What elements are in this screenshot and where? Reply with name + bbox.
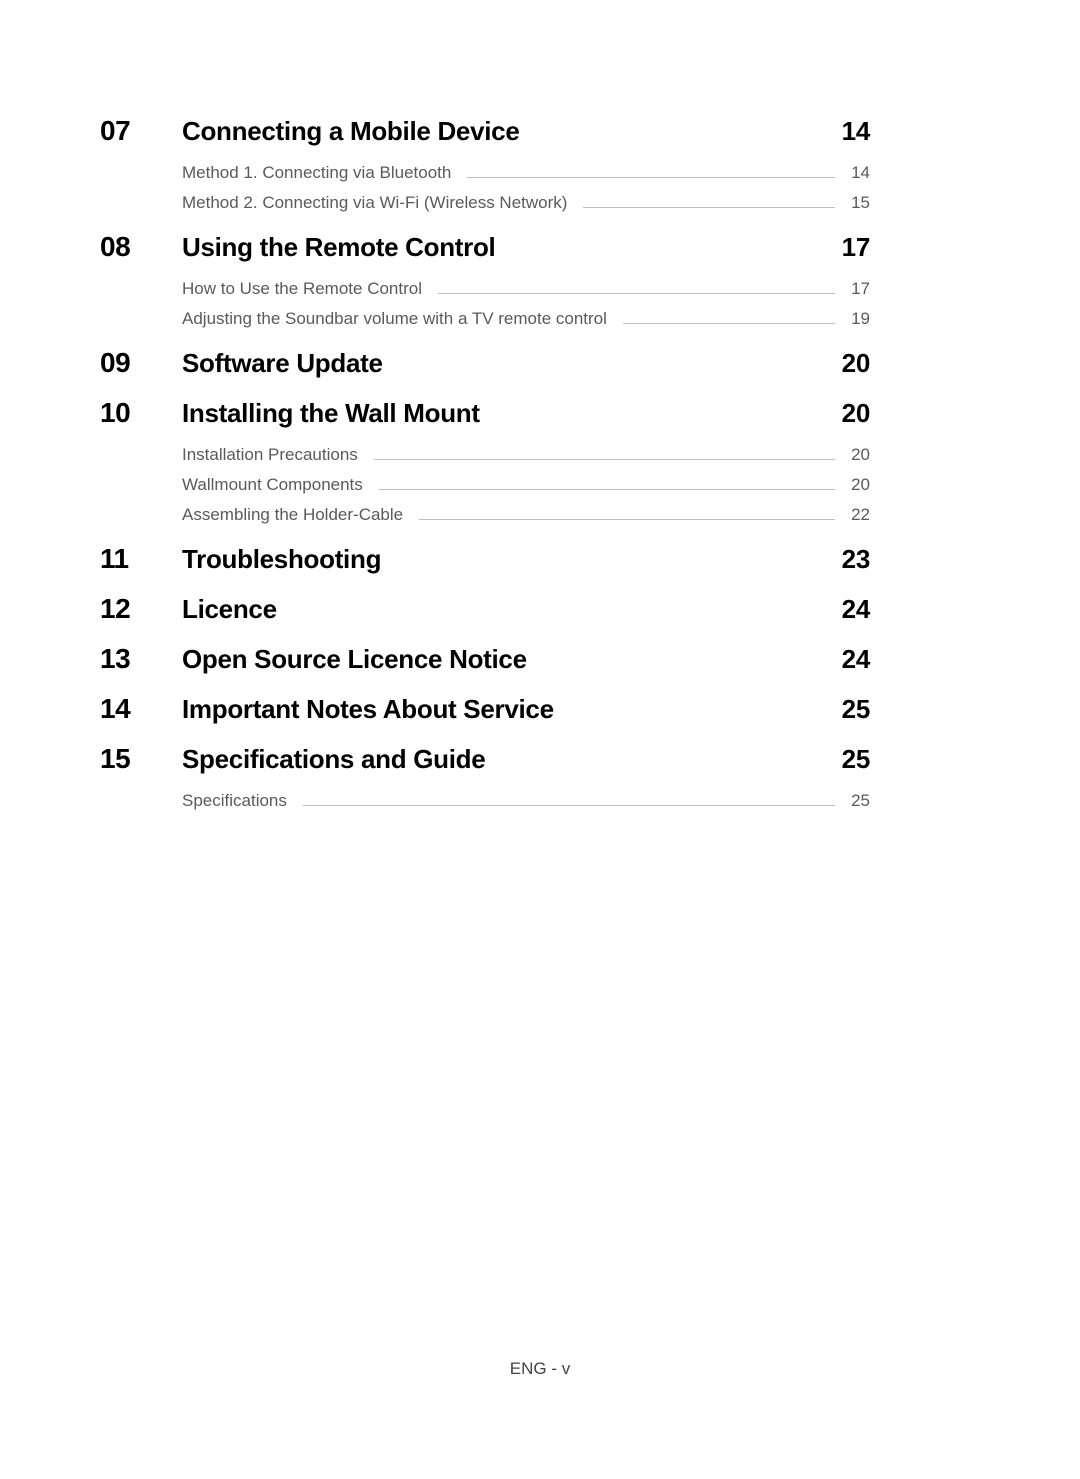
toc-sub-item[interactable]: Installation Precautions 20 [182, 445, 870, 465]
toc-section: 14Important Notes About Service25 [100, 693, 870, 725]
toc-sub-item[interactable]: Method 2. Connecting via Wi-Fi (Wireless… [182, 193, 870, 213]
toc-section-header[interactable]: 11Troubleshooting23 [100, 543, 870, 575]
leader-line [623, 323, 835, 324]
toc-section-header[interactable]: 12Licence24 [100, 593, 870, 625]
section-number: 15 [100, 743, 182, 775]
toc-section: 12Licence24 [100, 593, 870, 625]
section-number: 13 [100, 643, 182, 675]
sub-title: How to Use the Remote Control [182, 279, 430, 299]
toc-section-header[interactable]: 13Open Source Licence Notice24 [100, 643, 870, 675]
toc-section-header[interactable]: 08Using the Remote Control17 [100, 231, 870, 263]
section-number: 14 [100, 693, 182, 725]
section-number: 09 [100, 347, 182, 379]
sub-page: 20 [843, 445, 870, 465]
toc-section-header[interactable]: 15Specifications and Guide25 [100, 743, 870, 775]
toc-sub-item[interactable]: Specifications 25 [182, 791, 870, 811]
section-title: Connecting a Mobile Device [182, 116, 842, 147]
section-page: 25 [842, 694, 870, 725]
section-number: 11 [100, 543, 182, 575]
sub-page: 20 [843, 475, 870, 495]
toc-section: 11Troubleshooting23 [100, 543, 870, 575]
toc-section-header[interactable]: 09Software Update20 [100, 347, 870, 379]
sub-page: 14 [843, 163, 870, 183]
sub-page: 22 [843, 505, 870, 525]
toc-sub-item[interactable]: How to Use the Remote Control 17 [182, 279, 870, 299]
section-number: 08 [100, 231, 182, 263]
section-number: 07 [100, 115, 182, 147]
sub-title: Method 1. Connecting via Bluetooth [182, 163, 459, 183]
toc-sub-item[interactable]: Method 1. Connecting via Bluetooth 14 [182, 163, 870, 183]
toc-section-header[interactable]: 14Important Notes About Service25 [100, 693, 870, 725]
toc-section: 09Software Update20 [100, 347, 870, 379]
section-title: Specifications and Guide [182, 744, 842, 775]
section-page: 24 [842, 644, 870, 675]
sub-title: Installation Precautions [182, 445, 366, 465]
sub-title: Specifications [182, 791, 295, 811]
section-title: Installing the Wall Mount [182, 398, 842, 429]
sub-title: Wallmount Components [182, 475, 371, 495]
toc-section: 13Open Source Licence Notice24 [100, 643, 870, 675]
section-page: 17 [842, 232, 870, 263]
leader-line [467, 177, 835, 178]
sub-page: 25 [843, 791, 870, 811]
section-title: Licence [182, 594, 842, 625]
section-page: 23 [842, 544, 870, 575]
section-page: 14 [842, 116, 870, 147]
sub-page: 19 [843, 309, 870, 329]
section-title: Troubleshooting [182, 544, 842, 575]
section-page: 20 [842, 348, 870, 379]
sub-title: Method 2. Connecting via Wi-Fi (Wireless… [182, 193, 575, 213]
toc-sub-item[interactable]: Adjusting the Soundbar volume with a TV … [182, 309, 870, 329]
section-title: Important Notes About Service [182, 694, 842, 725]
section-number: 10 [100, 397, 182, 429]
sub-page: 17 [843, 279, 870, 299]
section-number: 12 [100, 593, 182, 625]
leader-line [303, 805, 835, 806]
page-footer: ENG - v [0, 1359, 1080, 1379]
toc-section-header[interactable]: 10Installing the Wall Mount20 [100, 397, 870, 429]
section-page: 20 [842, 398, 870, 429]
leader-line [438, 293, 835, 294]
toc-section: 10Installing the Wall Mount20Installatio… [100, 397, 870, 525]
leader-line [583, 207, 835, 208]
toc-section: 08Using the Remote Control17How to Use t… [100, 231, 870, 329]
toc-sub-item[interactable]: Wallmount Components 20 [182, 475, 870, 495]
leader-line [379, 489, 835, 490]
section-title: Software Update [182, 348, 842, 379]
sub-title: Adjusting the Soundbar volume with a TV … [182, 309, 615, 329]
section-title: Using the Remote Control [182, 232, 842, 263]
toc-section-header[interactable]: 07Connecting a Mobile Device14 [100, 115, 870, 147]
toc-content: 07Connecting a Mobile Device14Method 1. … [0, 0, 1080, 811]
section-page: 24 [842, 594, 870, 625]
section-title: Open Source Licence Notice [182, 644, 842, 675]
sub-title: Assembling the Holder-Cable [182, 505, 411, 525]
leader-line [419, 519, 835, 520]
toc-sub-item[interactable]: Assembling the Holder-Cable 22 [182, 505, 870, 525]
leader-line [374, 459, 835, 460]
toc-section: 07Connecting a Mobile Device14Method 1. … [100, 115, 870, 213]
toc-section: 15Specifications and Guide25Specificatio… [100, 743, 870, 811]
sub-page: 15 [843, 193, 870, 213]
section-page: 25 [842, 744, 870, 775]
